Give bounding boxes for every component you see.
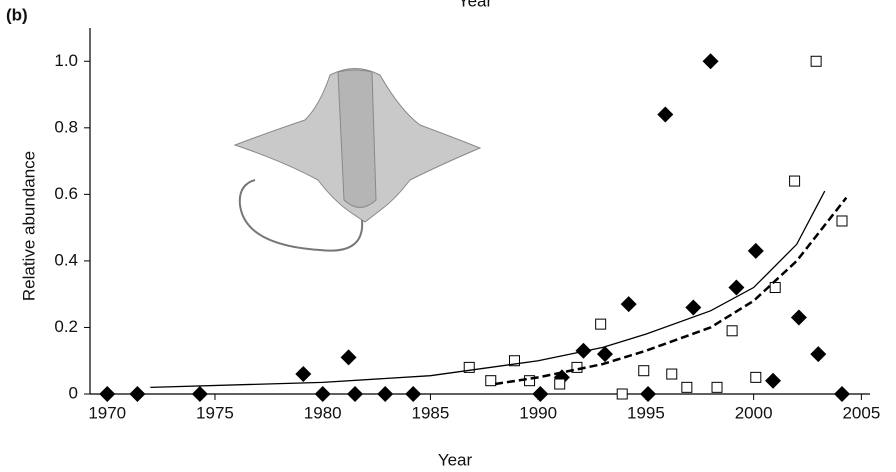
diamond-point bbox=[657, 106, 674, 123]
square-point bbox=[666, 368, 678, 380]
y-tick-label: 0.2 bbox=[54, 317, 78, 336]
diamond-point bbox=[191, 386, 208, 402]
diamond-point bbox=[377, 386, 394, 402]
square-point bbox=[616, 388, 628, 400]
diamond-point bbox=[747, 242, 764, 259]
diamond-point bbox=[833, 386, 850, 402]
diamond-point bbox=[532, 386, 549, 402]
square-point bbox=[595, 318, 607, 330]
diamond-point bbox=[685, 299, 702, 316]
diamond-point bbox=[295, 366, 312, 383]
square-point bbox=[750, 371, 762, 383]
diamond-point bbox=[765, 372, 782, 389]
diamond-point bbox=[99, 386, 116, 402]
panel-label: (b) bbox=[6, 5, 28, 24]
diamond-point bbox=[314, 386, 331, 402]
square-point bbox=[810, 55, 822, 67]
x-tick-label: 1975 bbox=[196, 403, 234, 422]
fit-curve bbox=[150, 190, 826, 388]
y-tick-label: 0.6 bbox=[54, 184, 78, 203]
square-point bbox=[485, 375, 497, 387]
x-axis-title: Year bbox=[438, 450, 473, 469]
x-tick-label: 1995 bbox=[627, 403, 665, 422]
diamond-point bbox=[790, 309, 807, 326]
x-tick-label: 1985 bbox=[412, 403, 450, 422]
x-tick-label: 2005 bbox=[842, 403, 880, 422]
x-tick-label: 1970 bbox=[88, 403, 126, 422]
y-tick-label: 0.4 bbox=[54, 250, 78, 269]
square-point bbox=[711, 381, 723, 393]
y-tick-label: 0 bbox=[69, 383, 78, 402]
y-tick-label: 0.8 bbox=[54, 117, 78, 136]
diamond-point bbox=[810, 346, 827, 363]
square-point bbox=[463, 361, 475, 373]
diamond-point bbox=[640, 386, 657, 402]
square-point bbox=[769, 282, 781, 294]
y-tick-label: 1.0 bbox=[54, 51, 78, 70]
diamond-point bbox=[347, 386, 364, 402]
diamond-point bbox=[575, 342, 592, 359]
square-point bbox=[789, 175, 801, 187]
square-point bbox=[726, 325, 738, 337]
x-tick-label: 2000 bbox=[735, 403, 773, 422]
diamond-point bbox=[596, 346, 613, 363]
square-point bbox=[836, 215, 848, 227]
diamond-point bbox=[702, 53, 719, 70]
diamond-point bbox=[340, 349, 357, 366]
square-point bbox=[638, 365, 650, 377]
square-point bbox=[508, 355, 520, 367]
x-tick-label: 1980 bbox=[304, 403, 342, 422]
diamond-point bbox=[728, 279, 745, 296]
diamond-point bbox=[620, 296, 637, 313]
diamond-point bbox=[405, 386, 422, 402]
square-point bbox=[681, 381, 693, 393]
manta-ray-illustration bbox=[233, 68, 482, 252]
y-axis-title: Relative abundance bbox=[19, 151, 38, 301]
fit-curve bbox=[494, 196, 848, 386]
x-tick-label: 1990 bbox=[519, 403, 557, 422]
top-label: Year bbox=[458, 0, 493, 10]
diamond-point bbox=[129, 386, 146, 402]
square-point bbox=[554, 378, 566, 390]
